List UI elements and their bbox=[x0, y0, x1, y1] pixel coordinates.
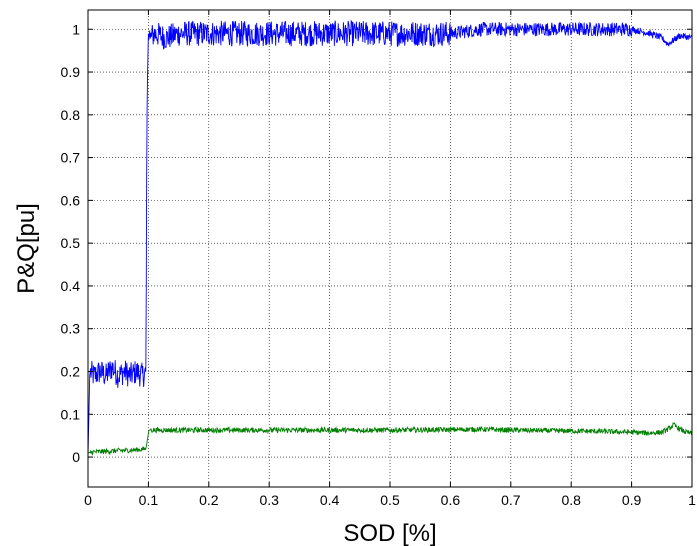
x-tick-label: 0.6 bbox=[441, 492, 461, 508]
x-tick-label: 0.5 bbox=[380, 492, 400, 508]
x-tick-label: 0.3 bbox=[259, 492, 279, 508]
y-tick-label: 1 bbox=[72, 21, 80, 37]
x-axis: 0 0.1 0.2 0.3 0.4 0.5 0.6 0.7 0.8 0.9 1 bbox=[84, 10, 696, 508]
x-tick-label: 0.2 bbox=[199, 492, 219, 508]
series-line bbox=[87, 422, 693, 456]
series-layer bbox=[87, 19, 693, 458]
y-tick-label: 0.9 bbox=[61, 64, 81, 80]
y-tick-label: 0.6 bbox=[61, 192, 81, 208]
y-tick-label: 0.5 bbox=[61, 235, 81, 251]
x-tick-label: 1 bbox=[688, 492, 696, 508]
y-tick-label: 0.2 bbox=[61, 363, 81, 379]
y-tick-label: 0.7 bbox=[61, 150, 81, 166]
x-tick-label: 0.9 bbox=[622, 492, 642, 508]
y-tick-label: 0.4 bbox=[61, 278, 81, 294]
x-axis-label: SOD [%] bbox=[343, 520, 436, 546]
y-tick-label: 0.8 bbox=[61, 107, 81, 123]
plot-area bbox=[88, 10, 692, 487]
y-axis: 0 0.1 0.2 0.3 0.4 0.5 0.6 0.7 0.8 0.9 1 bbox=[61, 21, 692, 465]
y-axis-label: P&Q[pu] bbox=[13, 203, 40, 294]
x-tick-label: 0.8 bbox=[561, 492, 581, 508]
x-tick-label: 0.4 bbox=[320, 492, 340, 508]
x-tick-label: 0.1 bbox=[139, 492, 159, 508]
x-tick-label: 0.7 bbox=[501, 492, 521, 508]
y-tick-label: 0.3 bbox=[61, 321, 81, 337]
x-tick-label: 0 bbox=[84, 492, 92, 508]
y-tick-label: 0 bbox=[72, 449, 80, 465]
y-tick-label: 0.1 bbox=[61, 406, 81, 422]
series-line bbox=[87, 19, 693, 458]
